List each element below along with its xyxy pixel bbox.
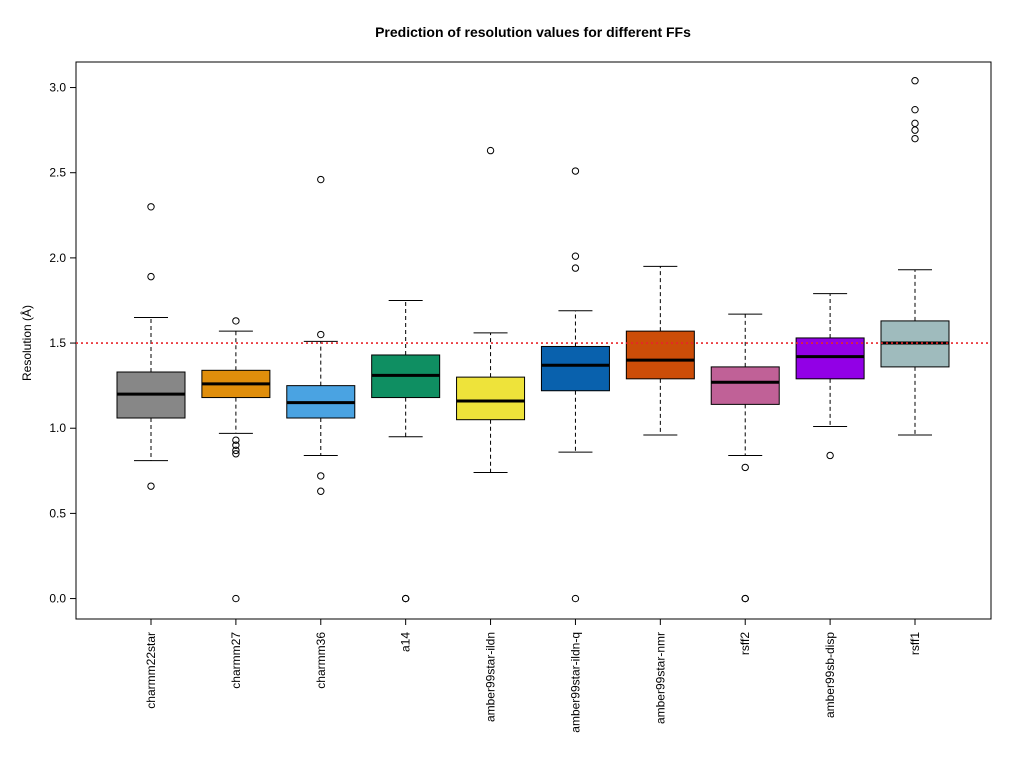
y-tick-label: 0.0	[49, 592, 66, 606]
outlier-point	[317, 175, 325, 184]
outlier-point	[317, 330, 325, 339]
box-iqr	[456, 376, 526, 421]
chart-title: Prediction of resolution values for diff…	[375, 24, 691, 40]
box-iqr	[795, 337, 865, 380]
box-group	[880, 77, 950, 436]
outlier-point	[911, 126, 919, 134]
box-group	[286, 175, 356, 495]
box-group	[795, 293, 865, 460]
y-tick-label: 2.0	[49, 251, 66, 265]
y-ticks: 0.0 0.5 1.0 1.5 2.0 2.5 3.0	[49, 81, 76, 606]
box-group	[371, 299, 441, 603]
x-tick-label: charmm22star	[144, 632, 158, 709]
box-group	[116, 203, 186, 490]
x-tick-label: a14	[399, 632, 413, 652]
outlier-point	[232, 446, 240, 455]
outlier-point	[232, 594, 240, 603]
outlier-point	[232, 441, 240, 449]
box-group	[710, 313, 780, 603]
outlier-point	[911, 77, 919, 85]
y-axis-label: Resolution (Å)	[19, 305, 34, 381]
box-iqr	[625, 330, 695, 380]
outlier-point	[486, 146, 495, 155]
box-groups	[116, 77, 950, 603]
box-group	[625, 265, 695, 436]
outlier-point	[571, 167, 580, 175]
outlier-point	[232, 317, 240, 325]
outlier-point	[317, 487, 325, 495]
y-tick-label: 1.5	[49, 336, 66, 350]
outlier-point	[232, 436, 240, 444]
outlier-point	[911, 105, 919, 114]
outlier-point	[317, 472, 325, 480]
x-tick-label: rsff1	[908, 632, 922, 655]
outlier-point	[571, 264, 580, 272]
x-tick-label: amber99star-nmr	[653, 632, 667, 724]
y-tick-label: 3.0	[49, 81, 66, 95]
box-group	[201, 317, 271, 603]
y-tick-label: 1.0	[49, 421, 66, 435]
box-iqr	[540, 345, 610, 392]
outlier-point	[147, 482, 155, 490]
outlier-point	[741, 594, 749, 603]
x-tick-label: amber99sb-disp	[823, 632, 837, 718]
box-iqr	[710, 366, 780, 405]
x-tick-label: charmm36	[314, 632, 328, 689]
outlier-point	[826, 451, 834, 460]
x-tick-label: charmm27	[229, 632, 243, 689]
x-tick-label: rsff2	[738, 632, 752, 655]
x-tick-label: amber99star-ildn-q	[568, 632, 582, 733]
outlier-point	[571, 594, 580, 603]
outlier-point	[571, 252, 580, 260]
outlier-point	[911, 119, 919, 128]
box-group	[456, 146, 526, 474]
outlier-point	[401, 594, 410, 603]
x-ticks: charmm22star charmm27 charmm36 a14 amber99st…	[144, 619, 922, 733]
outlier-point	[911, 134, 919, 143]
outlier-point	[741, 463, 749, 472]
outlier-point	[232, 450, 240, 458]
x-tick-label: amber99star-ildn	[484, 632, 498, 722]
outlier-point	[147, 272, 155, 281]
y-tick-label: 0.5	[49, 506, 66, 520]
y-tick-label: 2.5	[49, 166, 66, 180]
box-group	[540, 167, 610, 603]
outlier-point	[147, 203, 155, 211]
